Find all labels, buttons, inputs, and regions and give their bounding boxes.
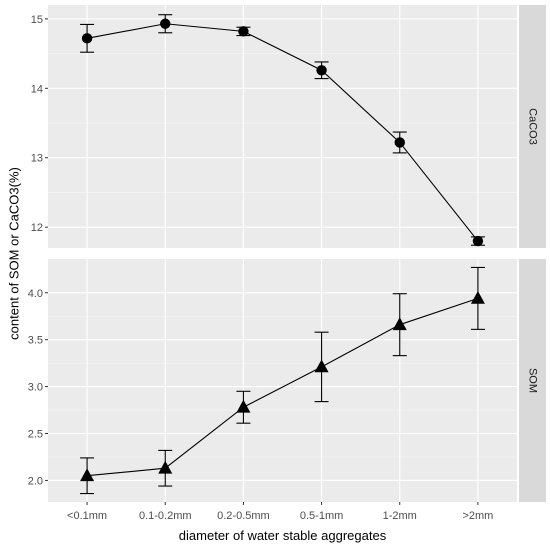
y-axis-title: content of SOM or CaCO3(%) xyxy=(7,167,22,340)
y-tick-label: 2.0 xyxy=(28,475,43,487)
data-point xyxy=(160,18,171,29)
panel-background xyxy=(48,259,517,502)
facet-strip-label: CaCO3 xyxy=(527,108,539,145)
data-point xyxy=(236,399,251,413)
series-line xyxy=(87,297,479,477)
data-point xyxy=(472,235,484,247)
y-tick-label: 4.0 xyxy=(28,288,43,300)
facet-strip xyxy=(519,5,546,248)
y-tick-label: 14 xyxy=(31,83,43,95)
x-tick-label: 1-2mm xyxy=(383,510,417,522)
y-tick-label: 3.5 xyxy=(28,335,43,347)
panel-caco3: 12 13 14 15 CaCO3 xyxy=(31,5,546,248)
data-point xyxy=(238,26,249,37)
y-tick-label: 2.5 xyxy=(28,429,43,441)
data-point xyxy=(158,460,173,474)
panel-som: 2.0 2.5 3.0 3.5 4.0 SOM xyxy=(28,259,546,502)
panel-background xyxy=(48,5,517,248)
x-tick-label: 0.1-0.2mm xyxy=(139,510,192,522)
data-point xyxy=(314,359,329,373)
x-tick-label: 0.2-0.5mm xyxy=(217,510,270,522)
y-tick-label: 15 xyxy=(31,14,43,26)
facet-strip xyxy=(519,259,546,502)
series-line xyxy=(86,23,479,242)
x-tick-label: 0.5-1mm xyxy=(300,510,343,522)
x-axis-title: diameter of water stable aggregates xyxy=(179,528,387,543)
data-point xyxy=(81,33,93,44)
y-tick-label: 12 xyxy=(31,222,43,234)
x-tick-label: <0.1mm xyxy=(67,510,107,522)
data-point xyxy=(80,468,95,482)
y-tick-label: 3.0 xyxy=(28,382,43,394)
facet-strip-label: SOM xyxy=(527,368,539,393)
y-tick-label: 13 xyxy=(31,153,43,165)
data-point xyxy=(316,65,327,76)
x-tick-label: >2mm xyxy=(462,510,493,522)
data-point xyxy=(392,317,407,331)
data-point xyxy=(394,137,405,148)
data-point xyxy=(470,290,485,304)
